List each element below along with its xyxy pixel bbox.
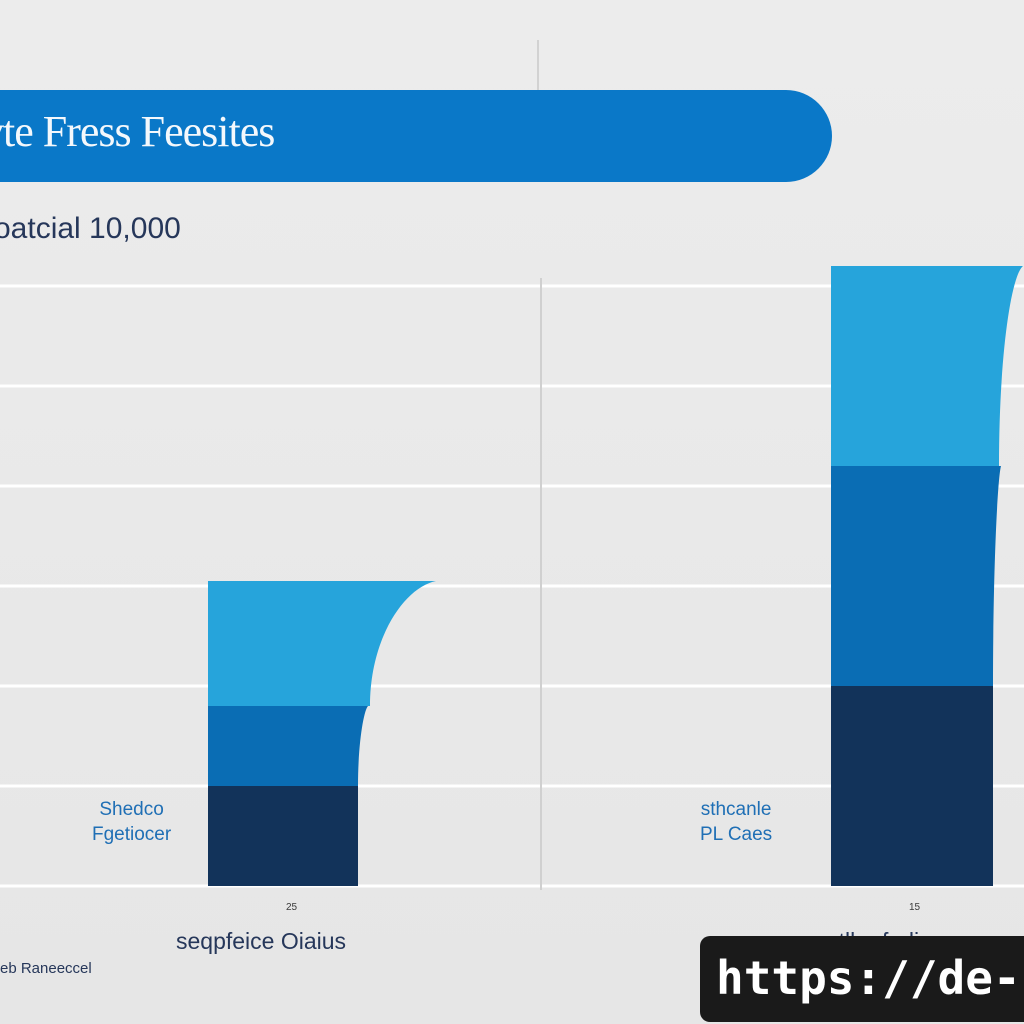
bar-2-segment-mid	[831, 466, 1001, 686]
x-tick-label-2: 15	[909, 902, 921, 913]
series-label-1-line-2: Fgetiocer	[92, 824, 172, 845]
series-label-1-line-1: Shedco	[99, 799, 164, 820]
x-axis-caption-1: seqpfeice Oiaius	[176, 928, 347, 954]
series-label-2-line-2: PL Caes	[700, 824, 773, 845]
bar-1-segment-dark	[208, 786, 358, 886]
bar-1-segment-mid	[208, 706, 368, 786]
bar-1-segment-light	[208, 581, 436, 706]
chart-subtitle: oatcial 10,000	[0, 212, 181, 245]
series-label-2-line-1: sthcanle	[700, 799, 772, 820]
chart-title: vte Fress Feesites	[0, 107, 275, 156]
bar-2-segment-dark	[831, 686, 993, 886]
grid-lines	[0, 40, 1024, 890]
bar-segments	[208, 266, 1023, 886]
title-banner	[0, 90, 832, 182]
footnote: eb Raneeccel	[0, 960, 92, 977]
x-tick-label-1: 25	[286, 902, 298, 913]
bar-2-segment-light	[831, 266, 1023, 466]
watermark-url: https://de-c	[700, 936, 1024, 1022]
series-label-2: sthcanle PL Caes	[700, 797, 772, 847]
series-label-1: Shedco Fgetiocer	[92, 797, 171, 847]
